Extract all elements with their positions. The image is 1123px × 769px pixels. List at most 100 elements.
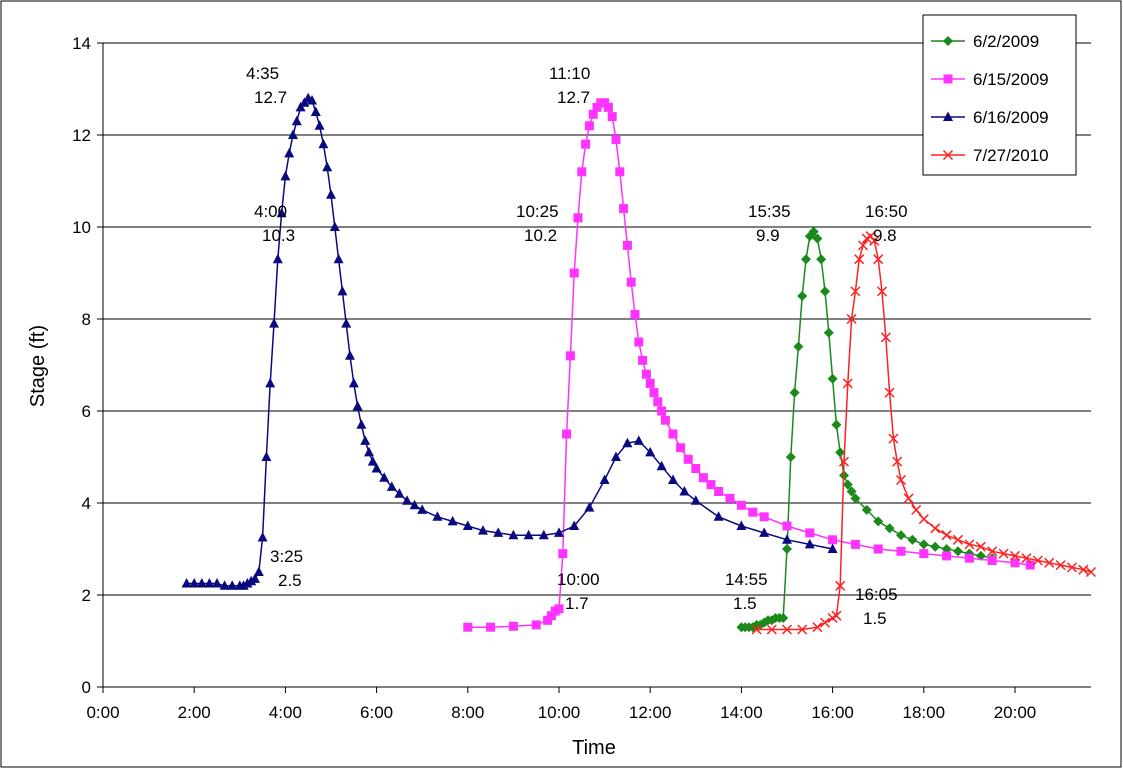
annotation-time: 10:00 [557, 570, 600, 589]
data-point [714, 487, 724, 496]
data-point [577, 167, 587, 177]
data-point [930, 541, 941, 552]
data-point [1032, 555, 1043, 566]
data-point [364, 446, 374, 457]
data-point [789, 387, 800, 398]
data-point [987, 556, 997, 565]
data-point [531, 620, 541, 630]
data-point [615, 167, 625, 177]
data-point [250, 573, 260, 583]
data-point [781, 624, 793, 635]
data-point [683, 454, 693, 464]
data-point [668, 429, 678, 439]
data-point [869, 235, 880, 246]
data-point [622, 437, 633, 448]
data-point [493, 527, 504, 537]
x-tick-label: 14:00 [720, 703, 763, 722]
x-tick-label: 4:00 [269, 703, 302, 722]
data-point [842, 479, 853, 490]
series-6-2-2009 [736, 226, 998, 633]
data-point [653, 397, 663, 407]
data-point [1085, 566, 1097, 578]
data-point [1010, 558, 1020, 568]
legend-item: 6/16/2009 [931, 108, 1049, 127]
data-point [657, 406, 667, 416]
data-point [212, 578, 222, 588]
data-point [691, 464, 701, 473]
data-point [884, 387, 895, 398]
data-point [942, 149, 954, 161]
data-point [850, 286, 861, 297]
data-point [379, 472, 390, 482]
data-point [333, 253, 344, 264]
data-point [554, 604, 564, 614]
series-layer [181, 92, 1097, 635]
data-point [842, 378, 853, 389]
data-point [432, 511, 443, 521]
data-point [394, 488, 405, 498]
annotation-time: 4:00 [254, 202, 287, 221]
data-point [943, 36, 953, 46]
data-point [812, 233, 823, 244]
data-point [569, 520, 580, 530]
data-point [619, 204, 629, 214]
data-point [611, 451, 621, 461]
data-point [725, 493, 735, 503]
data-point [257, 532, 268, 542]
data-point [676, 443, 686, 453]
data-point [778, 613, 789, 623]
data-point [634, 337, 644, 347]
data-point [873, 544, 883, 554]
data-point [759, 527, 770, 537]
data-point [828, 535, 838, 545]
data-point [272, 253, 283, 264]
data-point [486, 622, 496, 632]
data-point [827, 543, 838, 553]
annotation-value: 9.8 [873, 226, 897, 245]
data-point [1044, 557, 1055, 568]
legend-item: 6/15/2009 [931, 70, 1049, 89]
data-point [326, 189, 336, 199]
data-point [565, 351, 575, 361]
data-point [478, 525, 488, 535]
legend-label: 6/16/2009 [973, 108, 1049, 127]
data-point [835, 580, 846, 591]
data-point [896, 546, 906, 556]
data-point [1021, 553, 1032, 564]
data-point [797, 624, 808, 635]
data-point [280, 170, 291, 181]
annotation-time: 16:05 [855, 585, 898, 604]
data-point [952, 534, 964, 545]
y-axis-label: Stage (ft) [27, 325, 49, 407]
data-point [554, 527, 564, 537]
data-point [584, 502, 595, 512]
data-point [1066, 562, 1078, 573]
series-7-27-2010 [751, 231, 1097, 635]
data-point [1055, 560, 1066, 571]
data-point [322, 161, 333, 172]
data-point [943, 111, 953, 121]
data-point [356, 419, 367, 429]
data-point [831, 419, 842, 430]
data-point [876, 286, 888, 297]
data-point [562, 429, 572, 439]
annotation-value: 1.5 [733, 594, 757, 613]
data-point [402, 495, 412, 505]
data-point [261, 451, 272, 461]
data-point [656, 460, 667, 471]
annotation-time: 16:50 [865, 202, 908, 221]
data-point [276, 207, 287, 218]
x-tick-label: 18:00 [903, 703, 946, 722]
legend-label: 6/2/2009 [973, 32, 1039, 51]
data-point [918, 539, 929, 550]
legend-item: 7/27/2010 [931, 146, 1049, 165]
series-6-16-2009 [181, 92, 838, 590]
data-point [645, 446, 656, 457]
annotation-value: 1.7 [565, 594, 589, 613]
data-point [611, 135, 621, 145]
data-point [748, 507, 758, 517]
data-point [626, 277, 636, 287]
data-point [782, 521, 792, 531]
x-tick-label: 2:00 [178, 703, 211, 722]
y-tick-label: 12 [72, 126, 91, 145]
